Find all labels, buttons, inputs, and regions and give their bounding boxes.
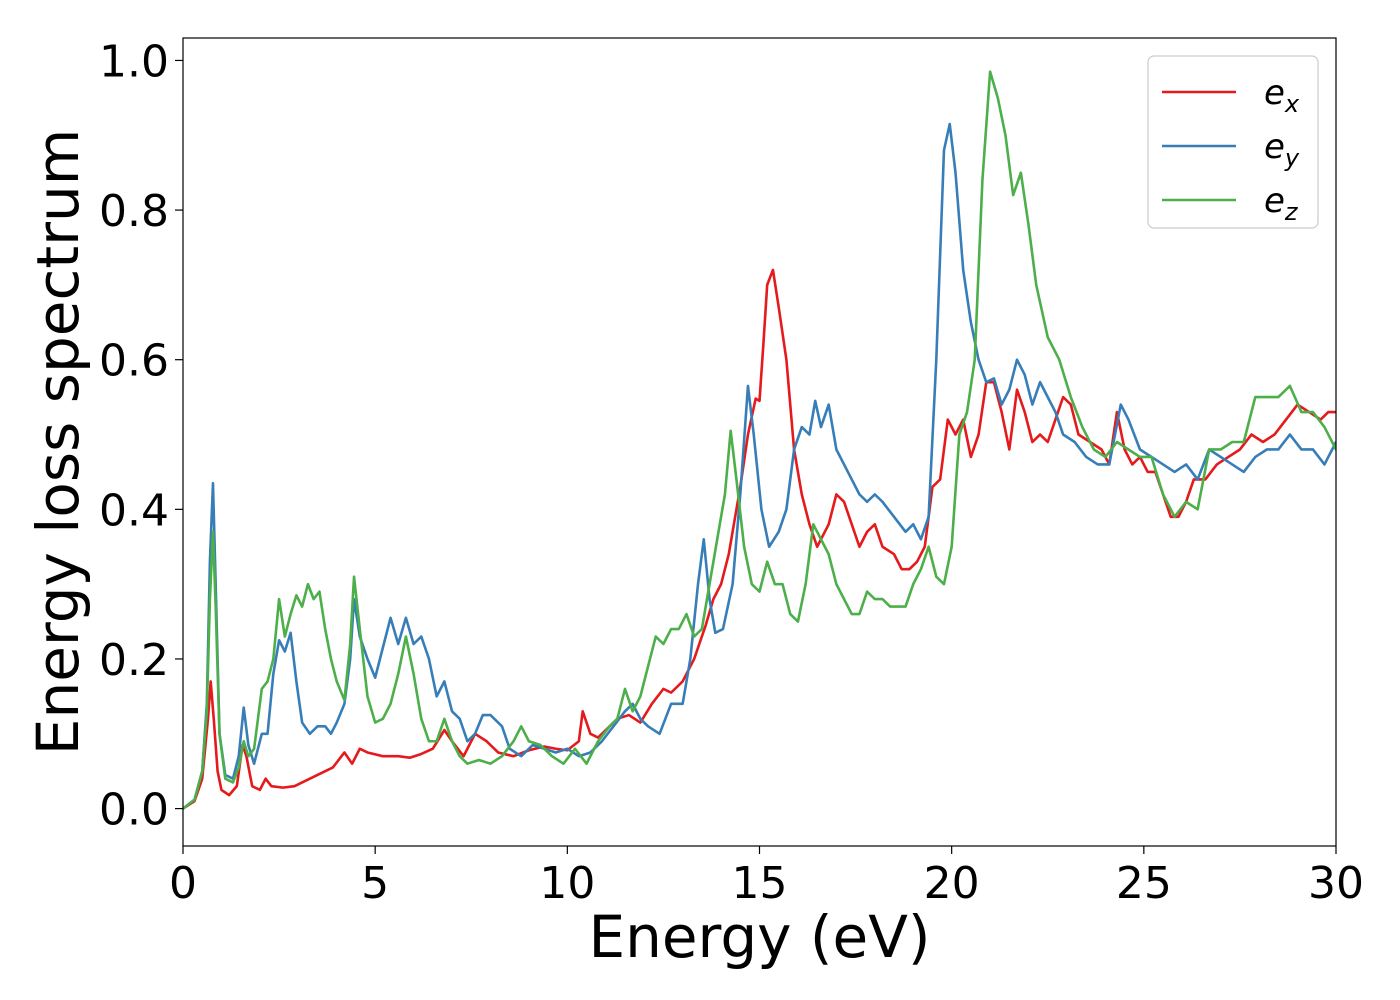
x-tick-label: 30 (1308, 858, 1364, 909)
y-tick-label: 0.2 (99, 635, 169, 686)
x-tick-label: 0 (169, 858, 197, 909)
y-tick-label: 0.8 (99, 186, 169, 237)
x-tick-label: 5 (361, 858, 389, 909)
x-tick-label: 25 (1116, 858, 1172, 909)
y-axis-label: Energy loss spectrum (24, 129, 92, 755)
x-tick-label: 10 (539, 858, 595, 909)
y-tick-label: 1.0 (99, 36, 169, 87)
x-tick-label: 20 (924, 858, 980, 909)
series-line-x (183, 268, 1336, 810)
y-tick-label: 0.0 (99, 785, 169, 836)
y-tick-label: 0.4 (99, 485, 169, 536)
plot-lines (183, 70, 1336, 810)
x-axis-label: Energy (eV) (588, 903, 930, 971)
series-line-z (183, 70, 1336, 810)
y-tick-label: 0.6 (99, 336, 169, 387)
x-tick-label: 15 (732, 858, 788, 909)
series-line-y (183, 122, 1336, 810)
legend-box (1147, 55, 1319, 229)
y-axis-ticks: 0.0 0.2 0.4 0.6 0.8 1.0 (99, 36, 183, 836)
x-axis-ticks: 0 5 10 15 20 25 30 (169, 846, 1364, 909)
